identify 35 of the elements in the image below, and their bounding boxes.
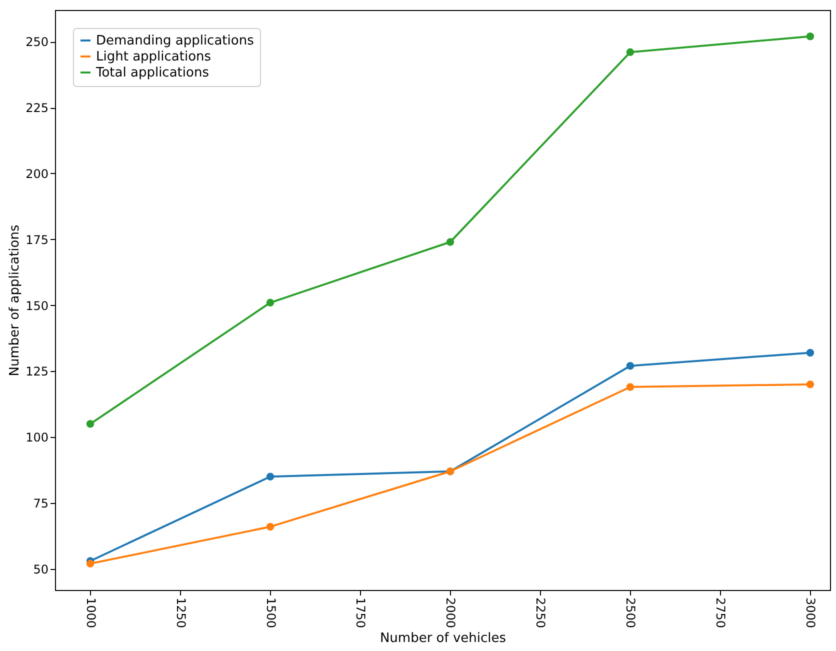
x-tick-label: 2500 (624, 598, 638, 628)
legend-label: Light applications (96, 50, 212, 64)
x-tick-label: 1500 (264, 598, 278, 628)
x-tick-label: 2250 (534, 598, 548, 628)
y-tick-label: 50 (33, 562, 48, 576)
legend-label: Demanding applications (96, 34, 254, 48)
y-tick-label: 125 (26, 364, 48, 379)
x-tick-label: 1250 (174, 598, 188, 628)
x-axis-title: Number of vehicles (380, 631, 506, 646)
point (806, 348, 814, 357)
point (806, 32, 814, 40)
y-axis-title: Number of applications (8, 224, 23, 376)
point (266, 522, 274, 531)
x-tick-label: 1750 (354, 598, 368, 628)
y-tick-label: 225 (26, 101, 48, 116)
y-tick-label: 75 (33, 496, 48, 510)
point (266, 472, 274, 480)
point (626, 362, 634, 370)
y-tick-label: 200 (26, 166, 48, 181)
x-tick-label: 3000 (804, 598, 818, 628)
point (806, 380, 814, 388)
x-tick-label: 2000 (444, 598, 458, 628)
point (626, 383, 634, 391)
point (266, 298, 274, 306)
y-tick-label: 150 (26, 298, 48, 313)
point (86, 420, 94, 428)
y-tick-label: 175 (26, 232, 48, 247)
y-tick-label: 100 (26, 430, 48, 445)
point (86, 560, 94, 568)
x-tick-label: 1000 (84, 598, 98, 628)
y-tick-label: 250 (26, 35, 48, 50)
point (446, 238, 454, 246)
point (626, 48, 634, 56)
x-tick-label: 2750 (714, 598, 728, 628)
legend-label: Total applications (95, 66, 210, 80)
